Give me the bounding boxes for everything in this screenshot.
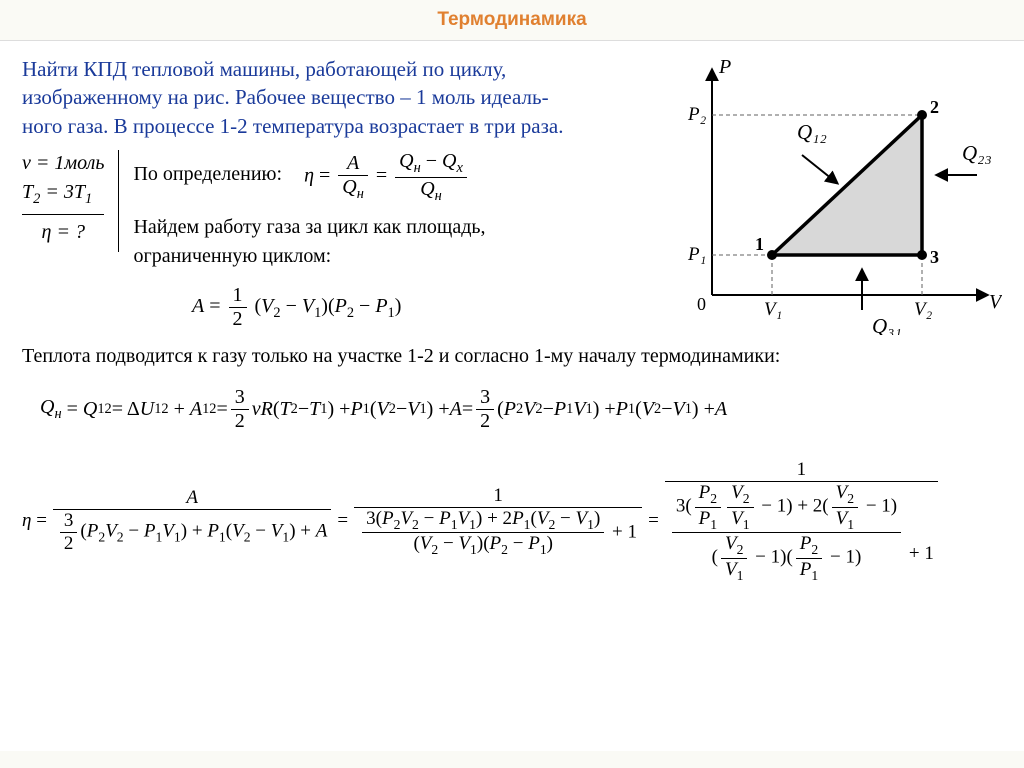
node-2: 2 — [930, 97, 939, 117]
problem-line2: изображенному на рис. Рабочее вещество –… — [22, 85, 549, 109]
pv-diagram: P V 0 P₁ P₂ V₁ V₂ 1 2 3 Q₁₂ Q₂₃ Q₃₁ — [672, 55, 1002, 335]
problem-statement: Найти КПД тепловой машины, работающей по… — [22, 55, 642, 140]
given-find: η = ? — [22, 215, 104, 246]
problem-line3: ного газа. В процессе 1-2 температура во… — [22, 114, 564, 138]
axis-label-p: P — [718, 56, 731, 78]
p2-axis-label: P₂ — [687, 104, 707, 125]
given-T: T2 = 3T1 — [22, 181, 104, 208]
definition-label: По определению: — [133, 163, 282, 186]
axis-label-v: V — [989, 291, 1002, 313]
p1-axis-label: P₁ — [687, 244, 706, 265]
qn-formula: Qн = Q12 = ΔU12 + A12 = 32νR(T2 − T1) + … — [40, 386, 1002, 433]
problem-line1: Найти КПД тепловой машины, работающей по… — [22, 57, 506, 81]
origin-label: 0 — [697, 294, 706, 314]
eta-definition: η = AQн = Qн − QxQн — [304, 150, 470, 204]
node-3: 3 — [930, 247, 939, 267]
page-header: Термодинамика — [0, 0, 1024, 41]
q31-label: Q₃₁ — [872, 314, 902, 335]
node-1: 1 — [755, 234, 764, 254]
work-label: Найдем работу газа за цикл как площадь, — [133, 216, 613, 239]
v2-axis-label: V₂ — [914, 299, 933, 320]
q23-label: Q₂₃ — [962, 141, 992, 165]
v1-axis-label: V₁ — [764, 299, 782, 320]
given-block: ν = 1моль T2 = 3T1 η = ? — [22, 150, 119, 252]
heat-text: Теплота подводится к газу только на учас… — [22, 345, 1002, 368]
given-nu: ν = 1моль — [22, 152, 104, 175]
q12-label: Q₁₂ — [797, 120, 827, 144]
work-label2: ограниченную циклом: — [133, 245, 613, 268]
eta-final-formula: η = A 32(P2V2 − P1V1) + P1(V2 − V1) + A … — [22, 459, 1002, 583]
